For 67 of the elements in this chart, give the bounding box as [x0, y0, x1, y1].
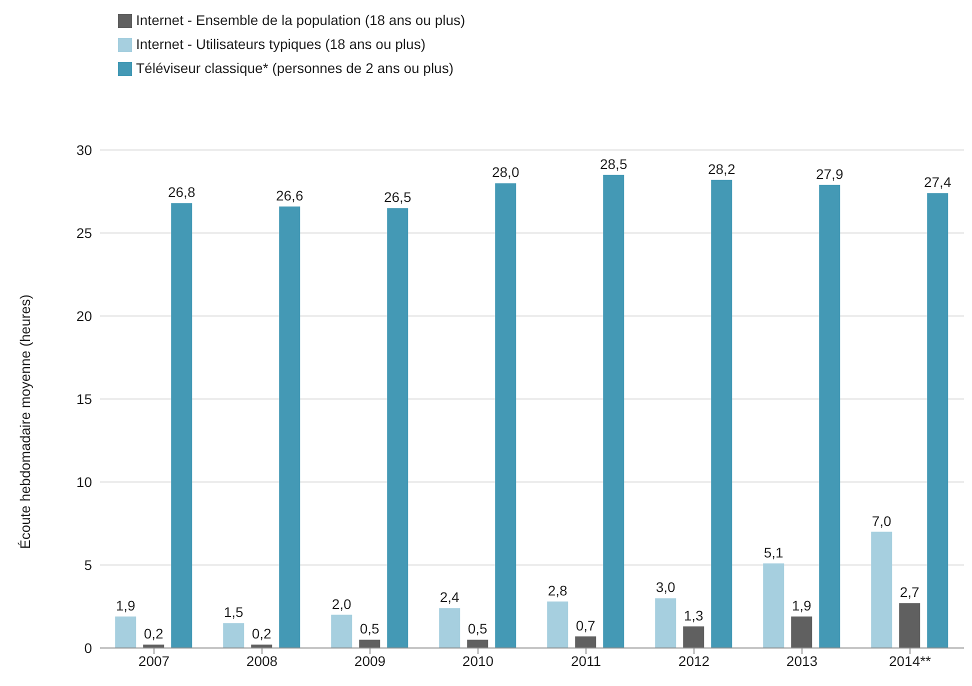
data-label: 0,5	[468, 620, 488, 637]
y-tick-label: 20	[76, 308, 92, 324]
data-label: 27,9	[816, 166, 844, 182]
legend-label: Internet - Ensemble de la population (18 ans ou plus)	[136, 12, 466, 28]
x-tick-label: 2007	[138, 652, 170, 669]
data-label: 1,5	[224, 604, 244, 620]
data-label: 1,9	[116, 597, 136, 614]
bar	[359, 640, 380, 648]
bar	[763, 563, 784, 648]
bar	[279, 206, 300, 648]
bar	[819, 184, 840, 648]
data-label: 26,6	[276, 187, 304, 204]
data-label: 0,2	[144, 626, 164, 642]
bar	[603, 174, 624, 648]
data-label: 0,5	[360, 620, 380, 637]
data-label: 1,3	[684, 607, 704, 624]
bar	[547, 602, 568, 648]
bar	[575, 636, 596, 648]
x-tick-label: 2012	[678, 652, 710, 669]
x-tick-label: 2014**	[888, 652, 932, 669]
data-label: 1,9	[792, 597, 812, 614]
bar	[871, 532, 892, 648]
y-tick-label: 25	[76, 224, 92, 241]
bar	[387, 208, 408, 648]
bar	[467, 640, 488, 648]
data-label: 2,7	[900, 584, 920, 600]
bar	[439, 608, 460, 648]
data-label: 2,4	[440, 589, 460, 606]
data-label: 0,7	[576, 617, 596, 634]
y-tick-label: 15	[76, 390, 92, 407]
bar	[927, 193, 948, 648]
x-tick-label: 2013	[786, 652, 818, 669]
data-label: 0,2	[252, 626, 272, 642]
y-tick-label: 30	[76, 142, 92, 158]
bar	[711, 180, 732, 648]
data-label: 2,0	[332, 596, 352, 612]
y-tick-label: 0	[84, 640, 92, 656]
y-tick-label: 10	[76, 474, 92, 490]
bar	[899, 603, 920, 648]
x-tick-label: 2010	[462, 652, 494, 669]
x-tick-label: 2011	[570, 652, 602, 669]
bar	[495, 183, 516, 648]
data-label: 28,2	[708, 160, 736, 177]
y-tick-label: 5	[84, 556, 92, 573]
data-label: 3,0	[656, 579, 676, 596]
bar	[171, 203, 192, 648]
data-label: 26,8	[168, 184, 196, 200]
bar	[655, 598, 676, 648]
y-axis-title: Écoute hebdomadaire moyenne (heures)	[16, 294, 33, 549]
x-tick-label: 2009	[354, 652, 386, 669]
data-label: 26,5	[384, 189, 412, 206]
data-label: 28,0	[492, 164, 520, 180]
data-label: 5,1	[764, 544, 784, 560]
bar	[791, 616, 812, 648]
data-label: 2,8	[548, 582, 568, 599]
bar	[683, 626, 704, 648]
data-label: 27,4	[924, 174, 952, 190]
bar	[251, 644, 272, 648]
bar	[331, 614, 352, 648]
x-tick-label: 2008	[246, 652, 278, 669]
legend-label: Téléviseur classique* (personnes de 2 ans ou plus)	[136, 60, 454, 76]
data-label: 28,5	[600, 156, 628, 172]
bar	[143, 644, 164, 648]
bar	[223, 623, 244, 648]
bar	[115, 616, 136, 648]
data-label: 7,0	[872, 512, 892, 529]
legend-label: Internet - Utilisateurs typiques (18 ans ou plus)	[136, 36, 426, 52]
